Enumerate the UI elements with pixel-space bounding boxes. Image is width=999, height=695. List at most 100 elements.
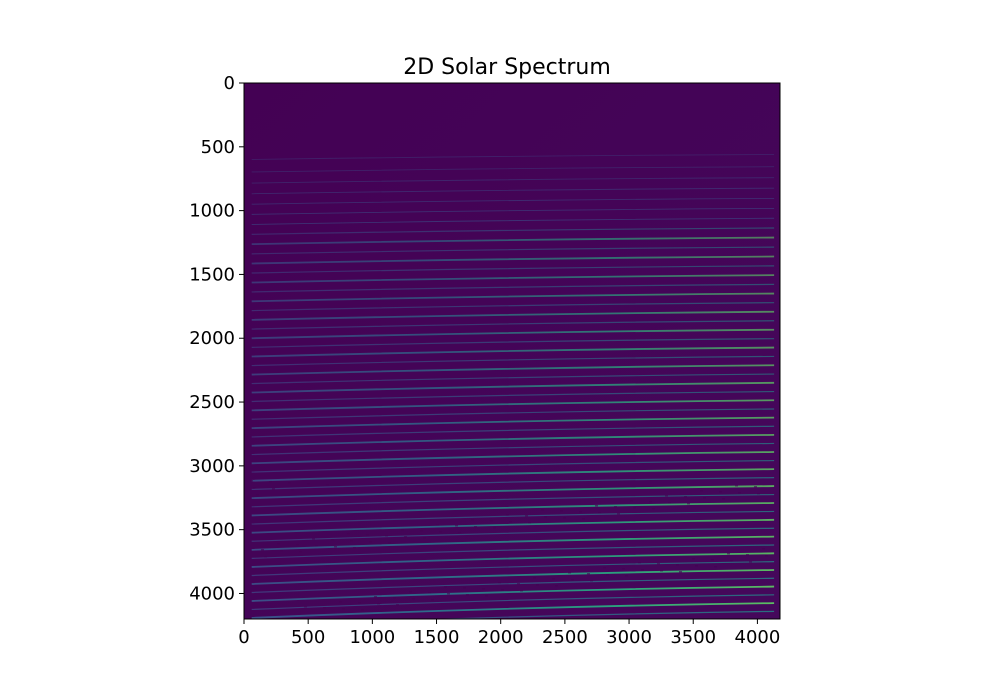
absorption-speckle [598, 512, 601, 514]
absorption-speckle [506, 514, 509, 516]
spectral-order-stripe [251, 197, 775, 205]
absorption-speckle [369, 541, 372, 543]
absorption-speckle [264, 556, 267, 558]
spectral-order-stripe [251, 364, 775, 376]
absorption-speckle [388, 542, 391, 544]
absorption-speckle [455, 525, 458, 527]
spectral-order-stripe [251, 535, 775, 551]
absorption-speckle [471, 519, 474, 521]
absorption-speckle [525, 515, 528, 517]
absorption-speckle [765, 555, 768, 557]
spectral-order-stripe [251, 207, 775, 215]
absorption-speckle [323, 607, 326, 609]
absorption-speckle [312, 538, 315, 540]
absorption-speckle [711, 559, 714, 561]
absorption-speckle [423, 537, 426, 539]
absorption-speckle [277, 543, 280, 545]
plot-frame [243, 82, 781, 620]
absorption-speckle [396, 604, 399, 606]
absorption-speckle [684, 496, 687, 498]
absorption-speckle [447, 593, 450, 595]
spectral-order-stripe [251, 292, 775, 303]
absorption-speckle [625, 575, 628, 577]
absorption-speckle [579, 511, 582, 513]
spectral-order-stripe [251, 493, 775, 508]
spectral-order-stripe [251, 390, 775, 403]
absorption-speckle [353, 547, 356, 549]
absorption-speckle [509, 521, 512, 523]
absorption-speckle [307, 483, 310, 485]
absorption-speckle [342, 608, 345, 610]
y-tick-label: 1500 [189, 264, 235, 285]
x-tick-label: 1500 [414, 627, 460, 648]
absorption-speckle [431, 599, 434, 601]
spectral-order-stripe [251, 585, 775, 602]
y-tick-label: 2000 [189, 328, 235, 349]
spectral-order-stripe [251, 433, 775, 447]
y-tick-label: 4000 [189, 583, 235, 604]
absorption-speckle [560, 510, 563, 512]
spectral-order-stripe [251, 527, 775, 542]
y-tick-label: 3500 [189, 520, 235, 541]
absorption-speckle [692, 558, 695, 560]
absorption-speckle [474, 526, 477, 528]
y-tick-label: 500 [201, 137, 235, 158]
absorption-speckle [288, 482, 291, 484]
y-tick-label: 2500 [189, 392, 235, 413]
spectral-order-stripe [251, 502, 775, 517]
absorption-speckle [665, 495, 668, 497]
absorption-speckle [590, 580, 593, 582]
absorption-speckle [757, 493, 760, 495]
absorption-speckle [638, 562, 641, 564]
absorption-speckle [339, 601, 342, 603]
absorption-speckle [444, 586, 447, 588]
absorption-speckle [412, 598, 415, 600]
absorption-speckle [754, 486, 757, 488]
x-tick-label: 2000 [478, 627, 524, 648]
spectral-order-stripe [251, 510, 775, 525]
absorption-speckle [727, 553, 730, 555]
spectral-order-stripe [251, 577, 775, 594]
y-axis: 0 500 1000 1500 2000 2500 3000 3500 4000 [189, 73, 244, 604]
spectral-order-stripe [251, 346, 775, 358]
absorption-speckle [439, 531, 442, 533]
spectral-order-stripe [251, 154, 775, 160]
absorption-speckle [749, 561, 752, 563]
absorption-speckle [695, 565, 698, 567]
x-axis: 0 500 1000 1500 2000 2500 3000 3500 4000 [238, 619, 780, 648]
spectral-order-stripe [251, 320, 775, 330]
absorption-speckle [622, 568, 625, 570]
absorption-speckle [436, 524, 439, 526]
absorption-speckle [555, 585, 558, 587]
absorption-speckle [603, 567, 606, 569]
absorption-speckle [393, 597, 396, 599]
chart-title: 2D Solar Spectrum [403, 55, 611, 80]
absorption-speckle [347, 533, 350, 535]
spectral-order-stripe [251, 544, 775, 560]
absorption-speckle [533, 577, 536, 579]
spectral-order-stripe [251, 561, 775, 577]
absorption-speckle [649, 501, 652, 503]
spectral-order-stripe [251, 236, 775, 246]
absorption-speckle [606, 574, 609, 576]
absorption-speckle [520, 590, 523, 592]
absorption-speckle [571, 579, 574, 581]
absorption-speckle [735, 485, 738, 487]
spectral-order-stripe [251, 283, 775, 293]
absorption-speckle [738, 492, 741, 494]
absorption-speckle [614, 506, 617, 508]
spectral-order-stripe [251, 338, 775, 348]
spectral-order-stripe [251, 425, 775, 438]
absorption-speckle [687, 503, 690, 505]
absorption-speckle [676, 564, 679, 566]
absorption-speckle [552, 578, 555, 580]
absorption-speckle [730, 560, 733, 562]
spectral-order-stripe [251, 476, 775, 491]
absorption-speckle [595, 505, 598, 507]
spectral-order-stripe [251, 274, 775, 284]
absorption-speckle [568, 572, 571, 574]
absorption-speckle [528, 522, 531, 524]
absorption-speckle [541, 509, 544, 511]
absorption-speckle [458, 532, 461, 534]
x-tick-label: 0 [238, 627, 249, 648]
